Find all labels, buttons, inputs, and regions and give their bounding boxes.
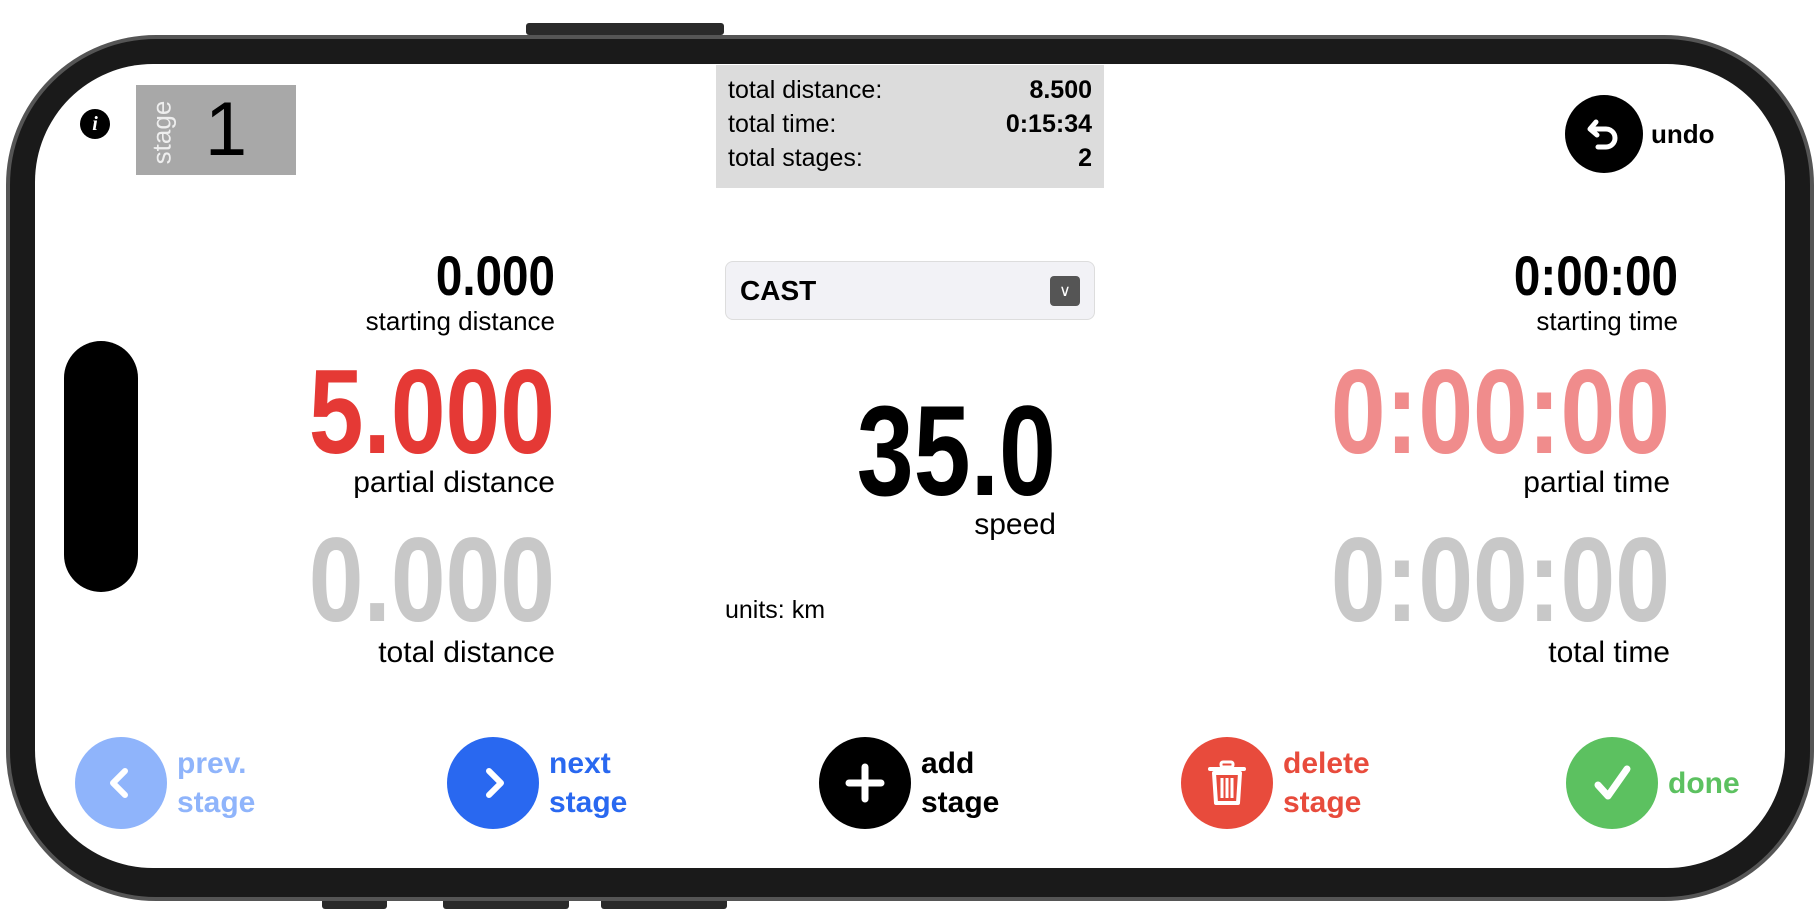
hardware-button-top	[526, 23, 724, 35]
units-label: units: km	[725, 596, 826, 624]
partial-time-label: partial time	[1523, 466, 1670, 499]
starting-distance-value[interactable]: 0.000	[435, 244, 555, 307]
total-time-label: total time	[1548, 636, 1670, 669]
total-stages-value: 2	[1078, 144, 1092, 172]
app-screen	[35, 64, 1785, 868]
partial-distance-label: partial distance	[353, 466, 555, 499]
stage-label: stage	[146, 100, 177, 165]
starting-time-label: starting time	[1536, 306, 1678, 336]
chevron-left-icon	[75, 737, 167, 829]
starting-time-value[interactable]: 0:00:00	[1513, 244, 1678, 307]
total-distance-row: total distance: 8.500	[728, 73, 1092, 107]
speed-block: 35.0 speed	[756, 388, 1056, 540]
prev-label-2: stage	[177, 786, 256, 819]
total-stages-row: total stages: 2	[728, 141, 1092, 175]
next-label-2: stage	[549, 786, 628, 819]
stage-indicator: stage 1	[136, 85, 296, 175]
total-time-block: 0:00:00 total time	[1178, 520, 1670, 668]
prev-stage-button[interactable]: prev. stage	[75, 737, 255, 829]
mode-select-value: CAST	[740, 274, 817, 306]
starting-time-block: 0:00:00 starting time	[1378, 244, 1678, 336]
partial-distance-block[interactable]: 5.000 partial distance	[155, 352, 555, 498]
add-stage-button[interactable]: add stage	[819, 737, 999, 829]
total-distance-label: total distance	[378, 636, 555, 669]
done-button[interactable]: done	[1566, 737, 1740, 829]
info-icon[interactable]: i	[80, 109, 110, 139]
total-distance-block: 0.000 total distance	[155, 520, 555, 668]
dynamic-island	[64, 341, 138, 592]
partial-time-block: 0:00:00 partial time	[1178, 352, 1670, 498]
prev-label-1: prev.	[177, 747, 247, 780]
speed-label: speed	[974, 508, 1056, 541]
undo-label: undo	[1651, 118, 1715, 149]
total-time-value: 0:15:34	[1005, 110, 1092, 138]
delete-label-1: delete	[1283, 747, 1370, 780]
delete-label-2: stage	[1283, 786, 1362, 819]
speed-value[interactable]: 35.0	[856, 380, 1056, 523]
partial-distance-value[interactable]: 5.000	[308, 345, 555, 479]
stage-number: 1	[204, 87, 248, 172]
undo-icon	[1565, 95, 1643, 173]
total-time-value: 0:00:00	[1330, 513, 1670, 647]
mode-select[interactable]: CAST ∨	[725, 261, 1095, 320]
total-distance-value: 0.000	[308, 513, 555, 647]
starting-distance-block: 0.000 starting distance	[255, 244, 555, 336]
total-distance-label: total distance:	[728, 76, 883, 104]
add-label-2: stage	[921, 786, 1000, 819]
total-time-label: total time:	[728, 110, 837, 138]
done-label: done	[1668, 766, 1740, 800]
add-label-1: add	[921, 747, 975, 780]
undo-button[interactable]: undo	[1565, 94, 1725, 174]
total-time-row: total time: 0:15:34	[728, 107, 1092, 141]
next-label-1: next	[549, 747, 611, 780]
delete-stage-button[interactable]: delete stage	[1181, 737, 1370, 829]
total-distance-value: 8.500	[1029, 76, 1092, 104]
plus-icon	[819, 737, 911, 829]
starting-distance-label: starting distance	[365, 306, 555, 336]
checkmark-icon	[1566, 737, 1658, 829]
chevron-down-icon: ∨	[1050, 275, 1080, 306]
total-stages-label: total stages:	[728, 144, 863, 172]
partial-time-value: 0:00:00	[1330, 345, 1670, 479]
trash-icon	[1181, 737, 1273, 829]
totals-panel: total distance: 8.500 total time: 0:15:34 …	[716, 65, 1104, 188]
chevron-right-icon	[447, 737, 539, 829]
next-stage-button[interactable]: next stage	[447, 737, 627, 829]
